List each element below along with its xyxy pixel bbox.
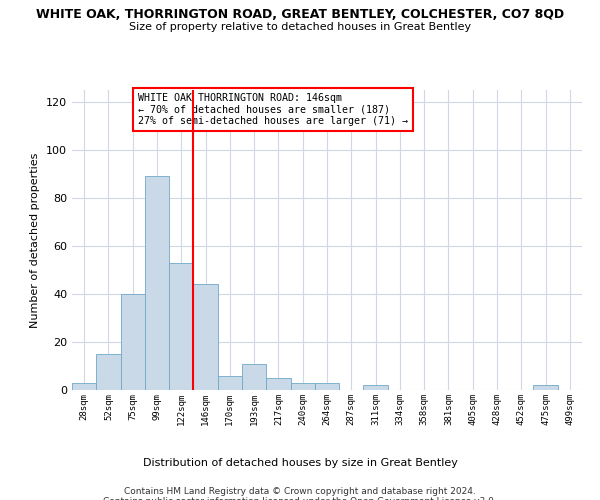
Bar bbox=[96, 354, 121, 390]
Text: Contains HM Land Registry data © Crown copyright and database right 2024.: Contains HM Land Registry data © Crown c… bbox=[124, 488, 476, 496]
Bar bbox=[290, 383, 315, 390]
Bar bbox=[315, 383, 339, 390]
Bar bbox=[193, 284, 218, 390]
Bar bbox=[121, 294, 145, 390]
Bar bbox=[364, 385, 388, 390]
Bar bbox=[145, 176, 169, 390]
Bar bbox=[72, 383, 96, 390]
Text: Size of property relative to detached houses in Great Bentley: Size of property relative to detached ho… bbox=[129, 22, 471, 32]
Bar bbox=[169, 263, 193, 390]
Text: Distribution of detached houses by size in Great Bentley: Distribution of detached houses by size … bbox=[143, 458, 457, 468]
Text: Contains public sector information licensed under the Open Government Licence v3: Contains public sector information licen… bbox=[103, 498, 497, 500]
Bar bbox=[533, 385, 558, 390]
Bar bbox=[242, 364, 266, 390]
Y-axis label: Number of detached properties: Number of detached properties bbox=[31, 152, 40, 328]
Text: WHITE OAK THORRINGTON ROAD: 146sqm
← 70% of detached houses are smaller (187)
27: WHITE OAK THORRINGTON ROAD: 146sqm ← 70%… bbox=[139, 93, 409, 126]
Bar bbox=[266, 378, 290, 390]
Bar bbox=[218, 376, 242, 390]
Text: WHITE OAK, THORRINGTON ROAD, GREAT BENTLEY, COLCHESTER, CO7 8QD: WHITE OAK, THORRINGTON ROAD, GREAT BENTL… bbox=[36, 8, 564, 20]
